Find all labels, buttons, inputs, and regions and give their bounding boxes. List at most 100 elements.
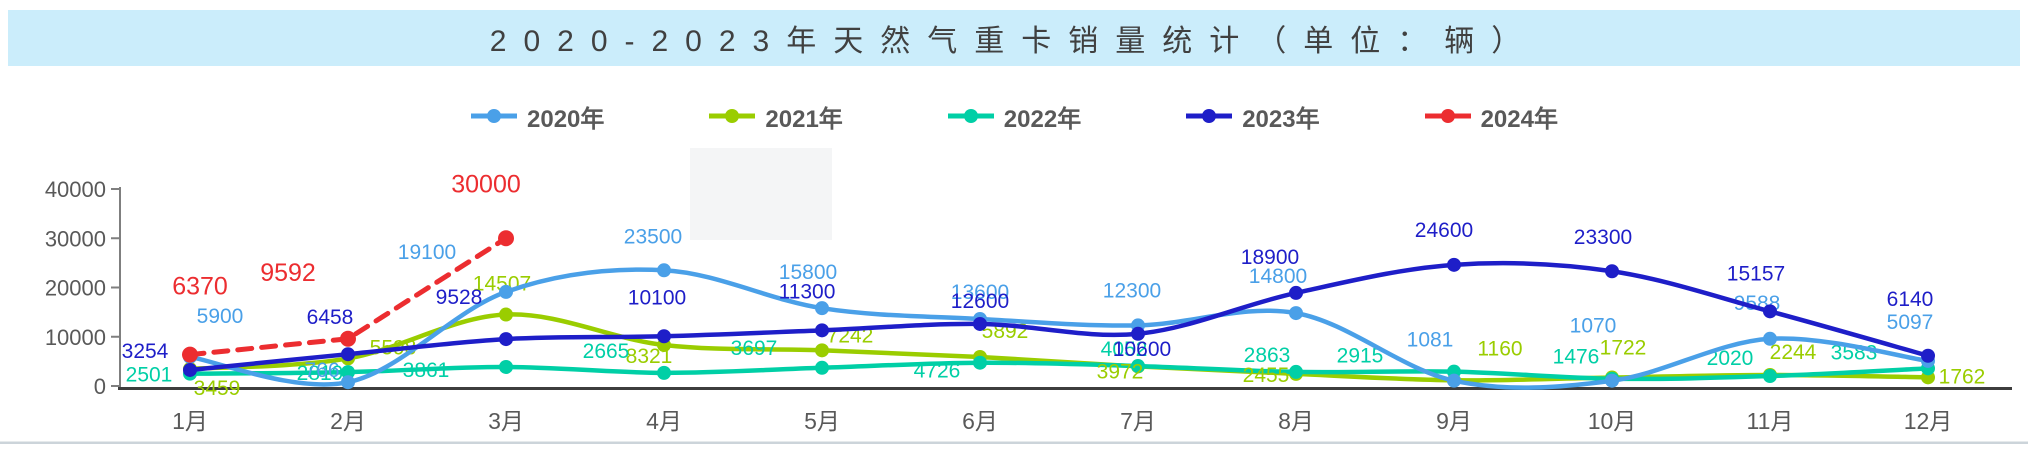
data-label-2022年-11月: 2020 <box>1707 347 1754 370</box>
data-label-2020年-12月: 5097 <box>1887 311 1934 334</box>
data-label-2020年-1月: 5900 <box>197 305 244 328</box>
data-point-2024年-2月[interactable] <box>340 330 356 347</box>
data-label-2023年-5月: 11300 <box>779 280 836 303</box>
x-tick-label: 5月 <box>804 408 840 434</box>
data-label-2022年-8月: 2863 <box>1244 344 1291 367</box>
data-point-2022年-3月[interactable] <box>499 359 513 374</box>
data-label-2021年-7月: 3972 <box>1097 360 1144 383</box>
data-label-2020年-3月: 19100 <box>398 241 456 264</box>
data-label-2022年-1月: 2501 <box>126 364 173 387</box>
series-line-2020年[interactable] <box>187 267 1931 390</box>
legend-item-2024[interactable]: 2024年 <box>1424 99 1558 134</box>
x-tick-label: 1月 <box>172 408 208 434</box>
data-point-2020年-5月[interactable] <box>815 301 829 316</box>
data-label-2021年-10月: 1722 <box>1600 337 1647 360</box>
y-tick-label: 20000 <box>45 276 106 301</box>
legend-label: 2024年 <box>1480 105 1558 133</box>
data-point-2022年-2月[interactable] <box>341 365 355 380</box>
data-point-2022年-8月[interactable] <box>1289 364 1303 379</box>
data-label-2023年-1月: 3254 <box>122 340 169 363</box>
series-line-2023年[interactable] <box>187 260 1931 373</box>
data-point-2020年-3月[interactable] <box>499 284 513 299</box>
data-label-2021年-9月: 1160 <box>1477 337 1522 360</box>
data-point-2020年-8月[interactable] <box>1289 306 1303 321</box>
data-point-2021年-5月[interactable] <box>815 343 829 358</box>
legend-item-2022[interactable]: 2022年 <box>947 99 1081 134</box>
data-point-2020年-10月[interactable] <box>1605 373 1619 388</box>
data-point-2020年-11月[interactable] <box>1763 331 1777 346</box>
data-label-2020年-10月: 1070 <box>1570 315 1617 338</box>
data-label-2023年-12月: 6140 <box>1887 288 1934 311</box>
data-label-2024年-2月: 9592 <box>260 259 316 287</box>
data-label-2023年-7月: 10600 <box>1113 338 1171 361</box>
data-point-2023年-3月[interactable] <box>499 332 513 347</box>
data-point-2023年-9月[interactable] <box>1447 257 1461 272</box>
legend-label: 2021年 <box>765 105 843 133</box>
x-tick-label: 10月 <box>1588 408 1637 434</box>
data-label-2022年-6月: 4726 <box>914 360 961 383</box>
data-point-2023年-7月[interactable] <box>1131 326 1145 341</box>
data-label-2022年-9月: 2915 <box>1337 345 1384 368</box>
data-label-2023年-11月: 15157 <box>1727 262 1785 285</box>
data-point-2020年-4月[interactable] <box>657 263 671 278</box>
data-point-2023年-5月[interactable] <box>815 323 829 338</box>
data-point-2023年-12月[interactable] <box>1921 348 1935 363</box>
data-label-2022年-10月: 1476 <box>1553 346 1600 369</box>
data-point-2023年-10月[interactable] <box>1605 264 1619 279</box>
data-label-2021年-8月: 2455 <box>1243 364 1290 387</box>
data-label-2020年-7月: 12300 <box>1103 279 1161 302</box>
legend-line-marker-icon <box>708 107 756 125</box>
data-label-2023年-2月: 6458 <box>307 306 354 329</box>
data-label-2021年-11月: 2244 <box>1770 341 1817 364</box>
data-point-2023年-4月[interactable] <box>657 329 671 344</box>
data-point-2022年-11月[interactable] <box>1763 369 1777 384</box>
x-tick-label: 3月 <box>488 408 524 434</box>
data-label-2023年-9月: 24600 <box>1415 219 1473 242</box>
data-label-2022年-2月: 2819 <box>297 362 344 385</box>
data-point-2022年-7月[interactable] <box>1131 359 1145 374</box>
legend-line-marker-icon <box>947 107 995 125</box>
data-point-2020年-2月[interactable] <box>341 375 355 390</box>
data-point-2023年-2月[interactable] <box>341 347 355 362</box>
data-point-2023年-11月[interactable] <box>1763 304 1777 319</box>
data-label-2024年-3月: 30000 <box>451 170 521 198</box>
y-tick-label: 30000 <box>45 226 106 251</box>
data-label-2023年-3月: 9528 <box>436 286 483 309</box>
data-label-2022年-7月: 4052 <box>1101 338 1148 361</box>
data-label-2023年-10月: 23300 <box>1574 226 1632 249</box>
legend-item-2020[interactable]: 2020年 <box>470 99 604 134</box>
x-tick-label: 4月 <box>646 408 682 434</box>
data-point-2021年-3月[interactable] <box>499 307 513 322</box>
data-label-2023年-6月: 12600 <box>951 290 1009 313</box>
legend-item-2021[interactable]: 2021年 <box>708 99 843 134</box>
data-point-2022年-4月[interactable] <box>657 365 671 380</box>
data-point-2023年-8月[interactable] <box>1289 285 1303 300</box>
data-point-2023年-6月[interactable] <box>973 316 987 331</box>
x-tick-label: 2月 <box>330 408 366 434</box>
data-label-2020年-2月: 766 <box>304 359 339 382</box>
x-tick-label: 11月 <box>1747 408 1794 434</box>
data-label-2020年-9月: 1081 <box>1407 329 1454 352</box>
chart-title-bar: 2020-2023年天然气重卡销量统计（单位：辆） <box>8 10 2020 66</box>
data-label-2020年-4月: 23500 <box>624 225 682 248</box>
data-label-2022年-3月: 3861 <box>403 359 450 382</box>
data-label-2020年-5月: 15800 <box>779 261 837 284</box>
legend-item-2023[interactable]: 2023年 <box>1185 99 1320 134</box>
window-bottom-border <box>0 441 2028 444</box>
x-tick-label: 8月 <box>1278 408 1314 434</box>
data-point-2024年-3月[interactable] <box>498 230 514 247</box>
data-label-2022年-4月: 2665 <box>583 340 630 363</box>
x-tick-label: 7月 <box>1120 408 1156 434</box>
data-label-2024年-1月: 6370 <box>172 273 228 301</box>
data-point-2022年-5月[interactable] <box>815 360 829 375</box>
data-point-2024年-1月[interactable] <box>182 346 198 363</box>
chart-title: 2020-2023年天然气重卡销量统计（单位：辆） <box>489 25 1539 58</box>
y-tick-label: 0 <box>94 374 106 399</box>
data-point-2022年-6月[interactable] <box>973 355 987 370</box>
watermark-patch <box>690 148 832 240</box>
data-label-2022年-5月: 3697 <box>731 337 778 360</box>
data-point-2020年-9月[interactable] <box>1447 373 1461 388</box>
legend-line-marker-icon <box>470 107 518 125</box>
data-point-2023年-1月[interactable] <box>183 362 197 377</box>
